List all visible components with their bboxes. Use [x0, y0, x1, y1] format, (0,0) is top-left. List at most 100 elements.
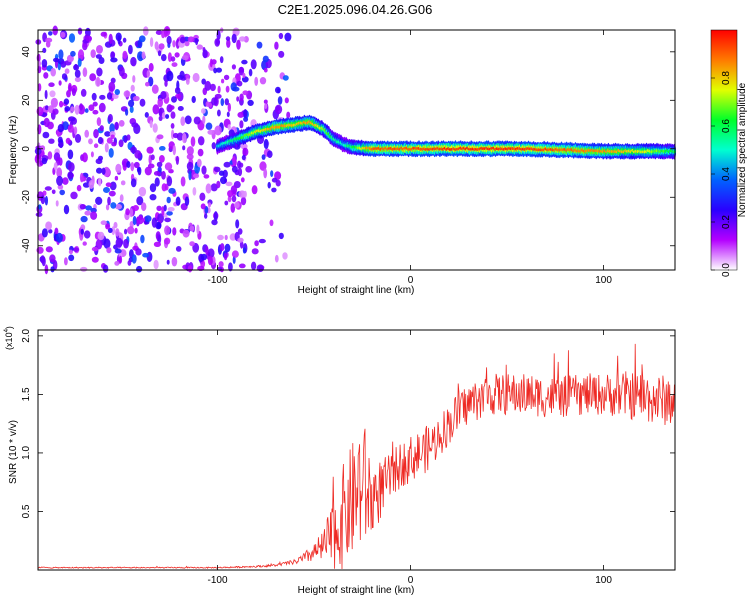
spectrogram-cell — [67, 124, 74, 133]
spectrogram-cell — [126, 161, 131, 168]
spectrogram-cell — [98, 57, 105, 64]
spectrogram-cell — [107, 196, 111, 206]
spectrogram-cell — [77, 49, 85, 60]
spectrogram-cell — [79, 103, 83, 111]
spectrogram-cell — [125, 208, 130, 216]
spectrogram-cell — [136, 265, 143, 273]
spectrogram-cell — [142, 252, 150, 258]
spectrogram-cell — [79, 204, 86, 210]
spectrogram-cell — [242, 247, 247, 254]
spectrogram-cell — [84, 129, 89, 138]
spectrogram-cell — [70, 50, 76, 57]
spectrogram-cell — [67, 162, 75, 172]
spectrogram-cell — [171, 256, 178, 267]
spectrogram-y-label: Frequency (Hz) — [8, 116, 19, 185]
spectrogram-cell — [98, 177, 102, 187]
spectrogram-cell — [35, 212, 43, 217]
snr-panel: -100 0 100 0.5 1.0 1.5 2.0 Height of straight… — [4, 326, 676, 596]
spectrogram-cell — [161, 54, 167, 62]
spectrogram-cell — [111, 141, 117, 147]
spectrogram-cell — [68, 84, 72, 92]
spectrogram-cell — [274, 171, 282, 181]
spectrogram-cell — [202, 115, 206, 125]
spectrogram-cell — [50, 266, 55, 273]
spectrogram-cell — [90, 207, 97, 213]
spectrogram-cell — [114, 121, 119, 131]
spectrogram-cell — [129, 221, 134, 228]
spectrogram-cell — [68, 116, 76, 122]
snr-x-axis: -100 0 100 — [208, 330, 612, 586]
spectrogram-cell — [138, 186, 147, 197]
spectrogram-cell — [42, 131, 50, 139]
spectrogram-cell — [53, 162, 58, 171]
spectrogram-cell — [47, 151, 53, 160]
spectrogram-cell — [207, 248, 215, 258]
spectrogram-cell — [104, 142, 109, 153]
spectrogram-cell — [156, 205, 162, 211]
spectrogram-cell — [197, 148, 204, 157]
spectrogram-cell — [161, 183, 167, 192]
spectrogram-cell — [80, 266, 88, 272]
spectrogram-cell — [133, 161, 140, 169]
colorbar: 0.0 0.2 0.4 0.6 0.8 Normalized spectral ampl… — [710, 29, 748, 277]
spectrogram-cell — [49, 90, 56, 98]
spectrogram-cell — [144, 166, 152, 176]
spectrogram-cell — [204, 206, 209, 214]
spectrogram-cell — [115, 163, 122, 174]
spectrogram-cell — [73, 126, 78, 135]
spectrogram-cell — [177, 106, 184, 111]
spectrogram-cell — [163, 26, 171, 37]
spectrogram-cell — [169, 105, 175, 110]
spectrogram-cell — [225, 36, 231, 41]
colorbar-tick-label: 0.2 — [721, 215, 732, 229]
spectrogram-cell — [42, 47, 47, 54]
spectrogram-cell — [80, 215, 88, 223]
spectrogram-cell — [211, 59, 217, 65]
spectrogram-cell — [242, 90, 249, 96]
spectrogram-cell — [99, 125, 104, 132]
spectrogram-cell — [52, 108, 59, 115]
snr-series-line — [37, 343, 675, 570]
spectrogram-cell — [214, 125, 222, 136]
spectrogram-cell — [223, 74, 230, 81]
spectrogram-cell — [231, 165, 238, 173]
spectrogram-cell — [154, 41, 159, 50]
spectrogram-cell — [182, 132, 187, 144]
spectrogram-cell — [282, 75, 289, 81]
spectrogram-cell — [40, 255, 46, 264]
spectrogram-cell — [274, 254, 279, 263]
spectrogram-cell — [149, 120, 153, 128]
spectrogram-cell — [37, 83, 42, 92]
spectrogram-cell — [129, 208, 134, 218]
spectrogram-cell — [108, 190, 116, 197]
spectrogram-cell — [201, 108, 206, 114]
spectrogram-cell — [105, 204, 110, 211]
spectrogram-cell — [258, 238, 266, 244]
spectrogram-cell — [73, 247, 79, 253]
spectrogram-cell — [213, 211, 218, 222]
spectrogram-cell — [157, 97, 163, 108]
spectrogram-cell — [71, 88, 76, 97]
spectrogram-cell — [58, 80, 62, 86]
spectrogram-cell — [139, 98, 146, 107]
spectrogram-cell — [85, 205, 92, 211]
colorbar-ticks: 0.0 0.2 0.4 0.6 0.8 — [711, 71, 732, 277]
spectrogram-cell — [88, 138, 93, 145]
spectrogram-cell — [74, 76, 81, 83]
spectrogram-cell — [225, 85, 230, 93]
spectrogram-cell — [95, 196, 103, 205]
spectrogram-cell — [231, 250, 239, 258]
spectrogram-cell — [44, 89, 48, 100]
spectrogram-cell — [53, 57, 60, 63]
spectrogram-cell — [56, 175, 64, 186]
spectrogram-cell — [110, 57, 118, 63]
spectrogram-cell — [77, 27, 83, 35]
spectrogram-cell — [193, 116, 201, 125]
colorbar-tick-label: 0.0 — [721, 263, 732, 277]
spectrogram-cell — [110, 134, 115, 140]
spectrogram-y-tick-label: 40 — [21, 46, 32, 58]
spectrogram-cell — [70, 106, 75, 112]
spectrogram-cell — [127, 44, 133, 55]
spectrogram-cell — [160, 91, 167, 99]
spectrogram-cell — [250, 261, 257, 270]
